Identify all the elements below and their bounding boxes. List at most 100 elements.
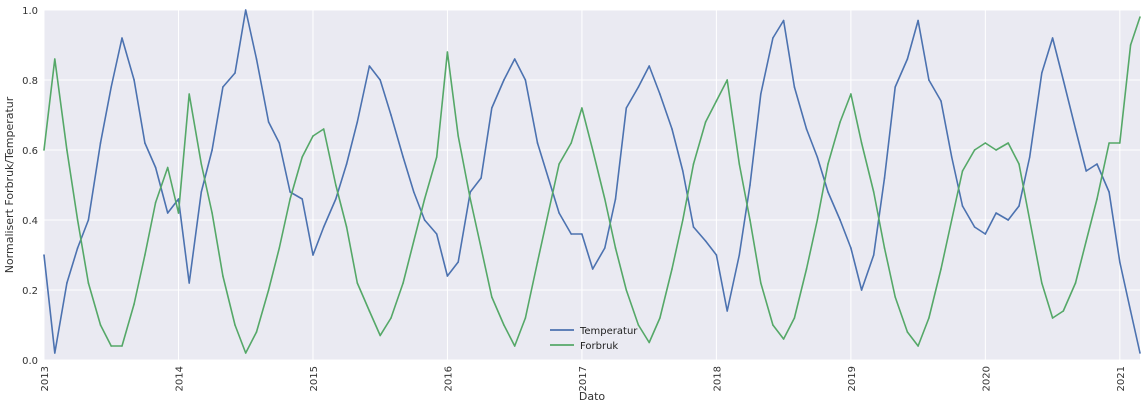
data-point-temperatur [356, 121, 359, 123]
data-point-forbruk [312, 135, 314, 137]
data-point-forbruk [368, 310, 371, 312]
x-axis-label: Dato [579, 390, 606, 403]
y-tick-label: 0.4 [22, 216, 38, 227]
data-point-temperatur [267, 121, 270, 123]
data-point-forbruk [973, 149, 976, 151]
data-point-forbruk [772, 324, 774, 326]
data-point-forbruk [301, 156, 304, 158]
data-point-forbruk [671, 268, 673, 270]
data-point-forbruk [480, 247, 482, 249]
data-point-forbruk [749, 219, 751, 221]
data-point-temperatur [704, 240, 707, 242]
data-point-temperatur [524, 79, 527, 81]
data-point-temperatur [894, 86, 896, 88]
data-point-temperatur [322, 226, 325, 228]
data-point-temperatur [1119, 261, 1121, 263]
data-point-temperatur [255, 58, 258, 60]
data-point-forbruk [356, 282, 359, 284]
data-point-temperatur [469, 191, 472, 193]
data-point-temperatur [659, 93, 661, 95]
data-point-temperatur [839, 219, 841, 221]
data-point-temperatur [491, 107, 493, 109]
data-point-forbruk [906, 331, 909, 333]
data-point-temperatur [1007, 219, 1009, 221]
x-tick-label: 2013 [40, 366, 51, 391]
data-point-forbruk [558, 163, 560, 165]
data-point-temperatur [379, 79, 382, 81]
data-point-forbruk [928, 317, 930, 319]
data-point-temperatur [1129, 310, 1132, 312]
data-point-temperatur [402, 156, 404, 158]
data-point-forbruk [961, 170, 964, 172]
data-point-forbruk [1062, 310, 1065, 312]
data-point-forbruk [1096, 198, 1098, 200]
data-point-temperatur [200, 191, 203, 193]
data-point-temperatur [154, 166, 157, 169]
data-point-temperatur [54, 352, 56, 354]
data-point-forbruk [335, 184, 337, 186]
data-point-temperatur [480, 177, 482, 179]
data-point-temperatur [816, 156, 819, 158]
data-point-temperatur [335, 198, 337, 200]
data-point-temperatur [850, 247, 852, 249]
data-point-forbruk [188, 93, 190, 95]
data-point-temperatur [301, 198, 304, 200]
data-point-temperatur [1096, 163, 1098, 165]
data-point-forbruk [827, 163, 829, 165]
data-point-temperatur [558, 212, 560, 214]
data-point-temperatur [1028, 156, 1031, 158]
data-point-temperatur [883, 177, 886, 179]
data-point-forbruk [200, 163, 203, 165]
data-point-forbruk [43, 149, 45, 151]
data-point-temperatur [110, 86, 112, 88]
data-point-forbruk [1119, 142, 1121, 144]
data-point-temperatur [345, 163, 348, 165]
data-point-forbruk [435, 156, 438, 158]
data-point-forbruk [984, 142, 987, 144]
x-tick-label: 2019 [847, 366, 858, 391]
data-point-temperatur [906, 58, 909, 60]
data-point-temperatur [692, 226, 695, 228]
data-point-forbruk [1051, 317, 1054, 319]
data-point-temperatur [87, 219, 90, 221]
data-point-forbruk [805, 268, 808, 270]
data-point-forbruk [1139, 16, 1141, 18]
data-point-temperatur [390, 114, 392, 116]
data-point-forbruk [423, 198, 426, 200]
data-point-forbruk [995, 149, 997, 151]
data-point-temperatur [917, 19, 919, 22]
data-point-forbruk [469, 198, 472, 200]
y-tick-label: 1.0 [22, 6, 38, 17]
data-point-forbruk [524, 317, 527, 319]
data-point-temperatur [99, 142, 102, 144]
plot-area [44, 10, 1140, 360]
data-point-forbruk [76, 219, 79, 221]
data-point-temperatur [423, 219, 426, 221]
data-point-forbruk [872, 191, 875, 193]
data-point-temperatur [940, 100, 942, 102]
data-point-forbruk [379, 334, 382, 337]
data-point-forbruk [704, 121, 707, 123]
y-axis-label: Normalisert Forbruk/Temperatur [3, 96, 16, 273]
data-point-forbruk [614, 247, 617, 249]
data-point-forbruk [289, 198, 291, 200]
data-point-temperatur [289, 191, 291, 193]
legend: Temperatur Forbruk [550, 326, 638, 352]
data-point-forbruk [457, 135, 460, 137]
data-point-temperatur [950, 156, 953, 158]
data-point-forbruk [581, 107, 583, 109]
data-point-forbruk [110, 345, 112, 347]
data-point-forbruk [154, 201, 157, 204]
y-tick-label: 0.6 [22, 146, 38, 157]
data-point-temperatur [503, 79, 505, 81]
data-point-temperatur [43, 254, 45, 256]
data-point-forbruk [940, 268, 942, 270]
legend-label: Forbruk [580, 341, 618, 352]
data-point-forbruk [1108, 142, 1110, 144]
data-point-temperatur [860, 289, 863, 291]
data-point-forbruk [413, 240, 415, 242]
data-point-forbruk [144, 254, 146, 256]
data-point-forbruk [133, 303, 135, 305]
